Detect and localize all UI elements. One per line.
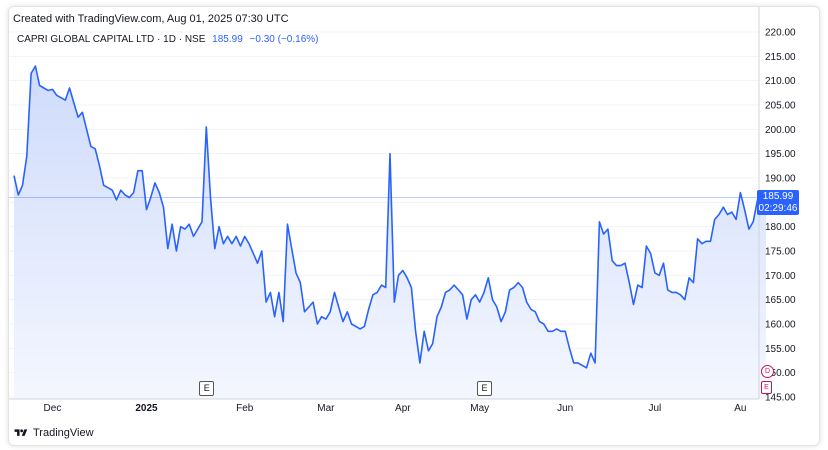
last-price: 185.99 <box>212 34 243 45</box>
y-tick-label: 210.00 <box>765 76 796 87</box>
y-tick-label: 215.00 <box>765 52 796 63</box>
y-tick-label: 200.00 <box>765 125 796 136</box>
x-tick-label: Feb <box>236 403 254 414</box>
earnings-badge[interactable]: E <box>477 381 492 396</box>
dividend-label: D <box>764 368 771 375</box>
x-tick-label: Jun <box>557 403 573 414</box>
x-tick-label: Mar <box>317 403 335 414</box>
price-tag-countdown: 02:29:46 <box>758 203 798 214</box>
x-tick-label: 2025 <box>135 403 158 414</box>
y-axis-labels: 220.00 215.00 210.00 205.00 200.00 195.00 190.… <box>765 28 796 404</box>
x-tick-label: Apr <box>395 403 411 414</box>
y-tick-label: 175.00 <box>765 247 796 258</box>
y-tick-label: 180.00 <box>765 222 796 233</box>
y-tick-label: 205.00 <box>765 101 796 112</box>
price-area <box>14 66 766 399</box>
y-tick-label: 165.00 <box>765 295 796 306</box>
price-chart[interactable]: 220.00 215.00 210.00 205.00 200.00 195.00 190.… <box>9 7 819 445</box>
brand-name: TradingView <box>33 427 94 439</box>
y-tick-label: 150.00 <box>765 368 796 379</box>
price-line[interactable] <box>13 65 767 369</box>
y-tick-label: 160.00 <box>765 320 796 331</box>
y-tick-label: 145.00 <box>765 393 796 404</box>
earnings-badge[interactable]: E <box>199 381 215 396</box>
y-tick-label: 195.00 <box>765 149 796 160</box>
x-tick-label: Dec <box>44 403 62 414</box>
x-tick-label: Au <box>734 403 746 414</box>
event-flag-label: E <box>764 384 769 391</box>
price-tag-value: 185.99 <box>762 191 794 202</box>
symbol-legend[interactable]: CAPRI GLOBAL CAPITAL LTD · 1D · NSE 185.… <box>17 34 318 45</box>
tradingview-logo-icon <box>14 429 28 436</box>
x-tick-label: Jul <box>649 403 662 414</box>
chart-frame: 220.00 215.00 210.00 205.00 200.00 195.00 190.… <box>8 6 820 446</box>
tradingview-footer[interactable]: TradingView <box>13 427 94 439</box>
x-axis-labels: Dec 2025 Feb Mar Apr May Jun Jul Au <box>44 403 747 414</box>
y-tick-label: 190.00 <box>765 174 796 185</box>
created-with-label: Created with TradingView.com, Aug 01, 20… <box>13 13 289 25</box>
symbol-name: CAPRI GLOBAL CAPITAL LTD · 1D · NSE <box>17 34 206 45</box>
event-flag-marker[interactable]: E <box>761 381 772 394</box>
y-tick-label: 155.00 <box>765 344 796 355</box>
price-change: −0.30 (−0.16%) <box>249 34 319 45</box>
price-scale-tag: 185.99 02:29:46 <box>757 190 799 215</box>
x-tick-label: May <box>470 403 489 414</box>
dividend-event-marker[interactable]: D <box>761 365 774 378</box>
y-tick-label: 220.00 <box>765 28 796 39</box>
y-tick-label: 170.00 <box>765 271 796 282</box>
